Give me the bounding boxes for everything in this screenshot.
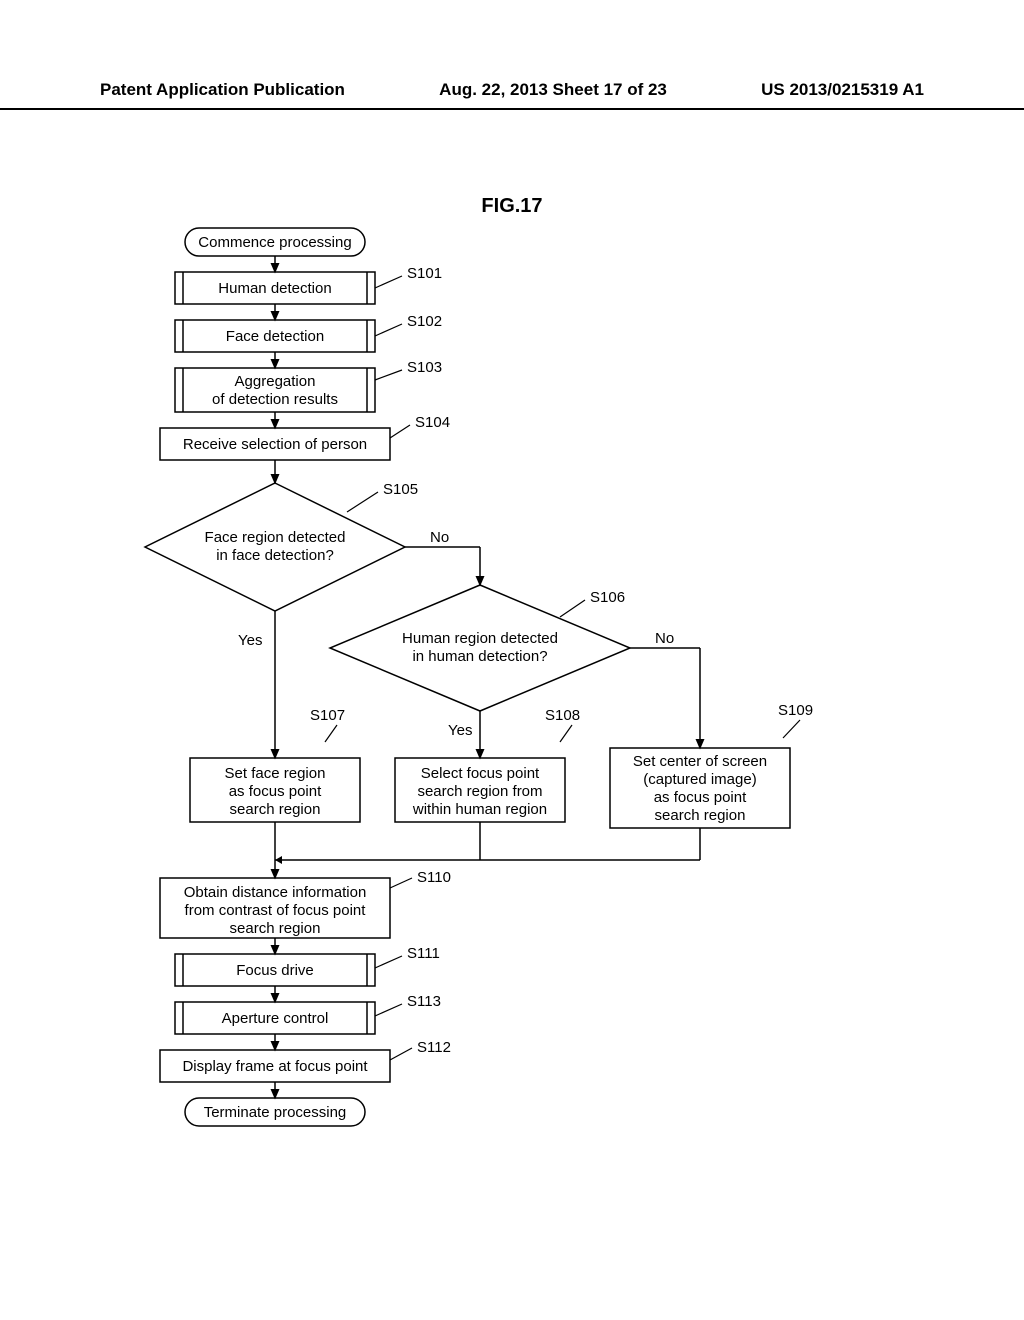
svg-text:in face detection?: in face detection? — [216, 547, 334, 564]
step-s110: Obtain distance information from contras… — [160, 869, 451, 938]
svg-text:S103: S103 — [407, 359, 442, 376]
svg-text:S108: S108 — [545, 707, 580, 724]
svg-text:S104: S104 — [415, 414, 450, 431]
step-s109: Set center of screen (captured image) as… — [610, 702, 813, 828]
header-center: Aug. 22, 2013 Sheet 17 of 23 — [439, 80, 667, 100]
svg-text:S112: S112 — [417, 1039, 451, 1056]
svg-text:Human detection: Human detection — [218, 280, 331, 297]
step-s101: Human detection S101 — [175, 265, 442, 304]
svg-text:S101: S101 — [407, 265, 442, 282]
step-s108: Select focus point search region from wi… — [395, 707, 580, 822]
terminator-start: Commence processing — [185, 228, 365, 256]
svg-text:S111: S111 — [407, 945, 440, 962]
svg-text:S102: S102 — [407, 313, 442, 330]
svg-text:in human detection?: in human detection? — [412, 648, 547, 665]
svg-text:Face detection: Face detection — [226, 328, 324, 345]
svg-text:search region: search region — [655, 807, 746, 824]
svg-text:S106: S106 — [590, 589, 625, 606]
svg-text:No: No — [430, 529, 449, 546]
svg-text:Obtain distance information: Obtain distance information — [184, 884, 367, 901]
svg-text:S109: S109 — [778, 702, 813, 719]
svg-text:(captured image): (captured image) — [643, 771, 756, 788]
svg-text:of detection results: of detection results — [212, 391, 338, 408]
svg-text:Focus drive: Focus drive — [236, 962, 314, 979]
svg-text:from contrast of focus point: from contrast of focus point — [185, 902, 367, 919]
step-s113: Aperture control S113 — [175, 993, 441, 1034]
svg-text:Aggregation: Aggregation — [235, 373, 316, 390]
svg-text:Terminate processing: Terminate processing — [204, 1104, 347, 1121]
step-s104: Receive selection of person S104 — [160, 414, 450, 460]
svg-text:Yes: Yes — [448, 722, 472, 739]
svg-text:No: No — [655, 630, 674, 647]
header-left: Patent Application Publication — [100, 80, 345, 100]
decision-s106: Human region detected in human detection… — [330, 585, 674, 739]
page-header: Patent Application Publication Aug. 22, … — [0, 80, 1024, 110]
figure-title: FIG.17 — [0, 195, 1024, 218]
svg-text:as focus point: as focus point — [229, 783, 322, 800]
header-right: US 2013/0215319 A1 — [761, 80, 924, 100]
svg-text:S110: S110 — [417, 869, 451, 886]
svg-text:as focus point: as focus point — [654, 789, 747, 806]
svg-text:search region from: search region from — [417, 783, 542, 800]
svg-text:Set face region: Set face region — [225, 765, 326, 782]
flowchart-svg: Commence processing Human detection S101… — [0, 220, 1024, 1270]
svg-text:Human region detected: Human region detected — [402, 630, 558, 647]
svg-text:S113: S113 — [407, 993, 441, 1010]
svg-text:Yes: Yes — [238, 632, 262, 649]
svg-text:Select focus point: Select focus point — [421, 765, 540, 782]
svg-text:S107: S107 — [310, 707, 345, 724]
step-s102: Face detection S102 — [175, 313, 442, 352]
svg-text:Commence processing: Commence processing — [198, 234, 351, 251]
svg-text:Set center of screen: Set center of screen — [633, 753, 767, 770]
step-s112: Display frame at focus point S112 — [160, 1039, 451, 1082]
svg-text:Receive selection of person: Receive selection of person — [183, 436, 367, 453]
decision-s105: Face region detected in face detection? … — [145, 481, 449, 649]
step-s103: Aggregation of detection results S103 — [175, 359, 442, 412]
flowchart-canvas: Commence processing Human detection S101… — [0, 220, 1024, 1270]
svg-text:S105: S105 — [383, 481, 418, 498]
svg-text:Aperture control: Aperture control — [222, 1010, 329, 1027]
svg-text:Face region detected: Face region detected — [205, 529, 346, 546]
svg-text:search region: search region — [230, 801, 321, 818]
terminator-end: Terminate processing — [185, 1098, 365, 1126]
svg-text:search region: search region — [230, 920, 321, 937]
svg-text:Display frame at focus point: Display frame at focus point — [182, 1058, 368, 1075]
svg-text:within human region: within human region — [412, 801, 547, 818]
step-s111: Focus drive S111 — [175, 945, 440, 986]
